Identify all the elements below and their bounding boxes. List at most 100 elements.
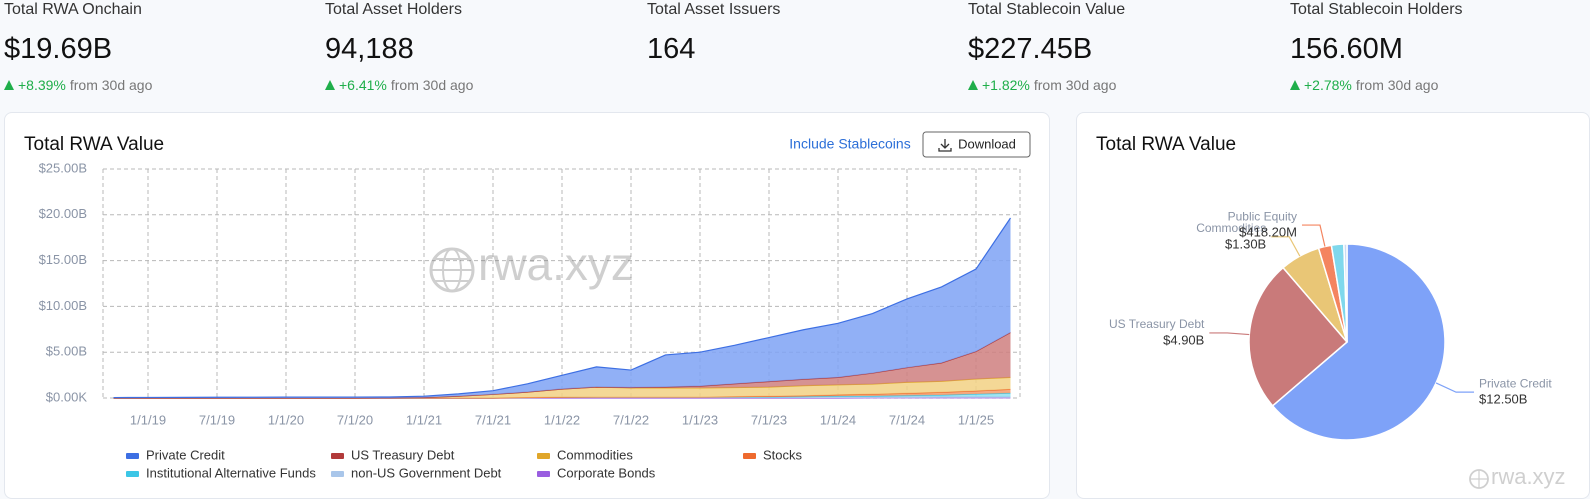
x-tick-label: 7/1/19 (199, 412, 235, 427)
x-tick-label: 1/1/21 (406, 412, 442, 427)
legend-label: Private Credit (146, 447, 225, 462)
area-line (113, 217, 1011, 399)
watermark-globe (431, 258, 473, 282)
y-tick-label: $20.00B (39, 206, 87, 221)
legend-swatch (537, 471, 550, 477)
leader-line (1271, 236, 1301, 257)
watermark-globe (1470, 470, 1488, 488)
watermark-globe (1469, 469, 1489, 489)
x-tick-label: 1/1/24 (820, 412, 856, 427)
x-tick-label: 1/1/23 (682, 412, 718, 427)
legend-swatch (331, 453, 344, 459)
slice-label: Commodities (1196, 221, 1266, 235)
stat-change: +2.78% from 30d ago (1290, 77, 1463, 93)
x-tick-label: 7/1/21 (475, 412, 511, 427)
area-panel (4, 112, 1050, 499)
stat-label: Total Asset Holders (325, 1, 462, 18)
button-label: Download (958, 136, 1016, 151)
stat-change: +1.82% from 30d ago (968, 77, 1125, 93)
leader-line (1209, 332, 1250, 336)
watermark-globe (442, 248, 462, 292)
watermark-text: rwa.xyz (478, 238, 634, 290)
pie-slice (1271, 243, 1446, 441)
up-arrow (968, 80, 978, 90)
stat-value: 164 (647, 33, 696, 65)
change-value: +1.82% (982, 77, 1030, 93)
pie-slice (1248, 266, 1349, 407)
change-period: from 30d ago (390, 77, 474, 93)
legend-swatch (331, 471, 344, 477)
change-value: +8.39% (18, 77, 66, 93)
area (113, 377, 1011, 398)
stat-label: Total Asset Issuers (647, 1, 781, 18)
watermark-text: rwa.xyz (1491, 464, 1566, 489)
legend-label: non-US Government Debt (351, 465, 502, 480)
x-tick-label: 1/1/19 (130, 412, 166, 427)
y-tick-label: $15.00B (39, 252, 87, 267)
include-stablecoins[interactable]: Include Stablecoins (789, 136, 910, 152)
x-tick-label: 7/1/23 (751, 412, 787, 427)
x-tick-label: 7/1/22 (613, 412, 649, 427)
stat-card: Total Asset Holders 94,188 +6.41% from 30d … (325, 0, 473, 93)
change-period: from 30d ago (69, 77, 153, 93)
stat-label: Total RWA Onchain (4, 1, 142, 18)
slice-label: Public Equity (1228, 209, 1297, 223)
leader-line (1435, 382, 1475, 393)
legend-label: Commodities (557, 447, 633, 462)
legend-swatch (126, 453, 139, 459)
change-value: +6.41% (339, 77, 387, 93)
legend-swatch (743, 453, 756, 459)
stat-value: 156.60M (1290, 33, 1403, 65)
stat-value: $19.69B (4, 33, 113, 65)
slice-value: $1.30B (1225, 236, 1266, 251)
stat-card: Total Stablecoin Value $227.45B +1.82% from… (968, 0, 1125, 93)
watermark: rwa.xyz (1469, 464, 1566, 489)
slice-value: $12.50B (1479, 392, 1527, 407)
stat-card: Total Asset Issuers 164 (647, 0, 780, 64)
legend-label: US Treasury Debt (351, 447, 455, 462)
stat-value: 94,188 (325, 33, 414, 65)
up-arrow (325, 80, 335, 90)
area (113, 332, 1011, 398)
x-tick-label: 7/1/20 (337, 412, 373, 427)
up-arrow (1290, 80, 1300, 90)
x-tick-label: 7/1/24 (889, 412, 925, 427)
leader-line (1301, 224, 1326, 247)
chart-title: Total RWA Value (1096, 134, 1236, 155)
stat-value: $227.45B (968, 33, 1093, 65)
slice-label: US Treasury Debt (1109, 317, 1205, 331)
download-button[interactable]: Download (922, 131, 1031, 158)
y-tick-label: $25.00B (39, 160, 87, 175)
up-arrow (4, 80, 14, 90)
stat-card: Total RWA Onchain $19.69B +8.39% from 30d a… (4, 0, 152, 93)
pie-slice (1343, 243, 1348, 343)
y-tick-label: $10.00B (39, 298, 87, 313)
slice-value: $4.90B (1163, 332, 1204, 347)
watermark: rwa.xyz (429, 238, 634, 293)
legend-swatch (537, 453, 550, 459)
download-icon (938, 139, 952, 152)
watermark-globe (429, 247, 475, 293)
legend-swatch (126, 471, 139, 477)
change-period: from 30d ago (1033, 77, 1117, 93)
legend-label: Corporate Bonds (557, 465, 656, 480)
y-tick-label: $5.00B (46, 344, 87, 359)
chart-title: Total RWA Value (24, 134, 164, 155)
stat-change: +8.39% from 30d ago (4, 77, 152, 93)
legend-label: Institutional Alternative Funds (146, 465, 316, 480)
stat-card: Total Stablecoin Holders 156.60M +2.78% fro… (1290, 0, 1463, 93)
x-tick-label: 1/1/20 (268, 412, 304, 427)
area (113, 218, 1011, 398)
change-value: +2.78% (1304, 77, 1352, 93)
stat-label: Total Stablecoin Holders (1290, 1, 1463, 18)
x-tick-label: 1/1/22 (544, 412, 580, 427)
legend-label: Stocks (763, 447, 803, 462)
change-period: from 30d ago (1355, 77, 1439, 93)
slice-value: $418.20M (1239, 225, 1297, 240)
stat-change: +6.41% from 30d ago (325, 77, 473, 93)
slice-label: Private Credit (1479, 376, 1552, 390)
stat-label: Total Stablecoin Value (968, 1, 1126, 18)
y-tick-label: $0.00K (46, 389, 88, 404)
